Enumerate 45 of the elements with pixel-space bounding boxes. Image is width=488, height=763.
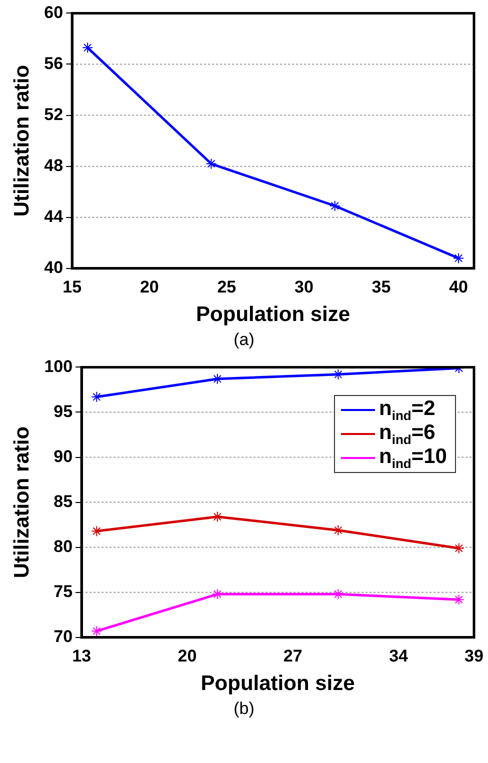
point [206, 158, 217, 170]
x-tick-label: 40 [449, 277, 468, 296]
text: (a) [232, 330, 256, 351]
x-tick-label: 15 [62, 277, 82, 296]
point [91, 391, 102, 402]
y-tick-label: 75 [54, 582, 73, 602]
y-axis-title: Utilization ratio [10, 64, 34, 217]
point [212, 511, 223, 522]
y-tick-label: 100 [44, 356, 73, 376]
legend-label: n$_{ind}$=10 [379, 445, 447, 472]
y-tick-label: 40 [44, 258, 64, 278]
x-tick-label: 34 [389, 646, 409, 666]
x-tick-label: 30 [294, 277, 314, 296]
point [212, 588, 223, 600]
y-tick-label: 80 [54, 537, 73, 556]
x-tick-label: 13 [72, 646, 92, 666]
point [91, 626, 102, 637]
y-tick-label: 95 [54, 402, 73, 421]
x-axis-title: Population size [196, 303, 350, 326]
y-tick-label: 56 [44, 54, 64, 73]
legend-label: n$_{ind}$=6 [379, 421, 436, 448]
x-tick-label: 27 [283, 646, 302, 666]
point [329, 200, 340, 212]
point [332, 524, 344, 536]
legend-label: n$_{ind}$=2 [379, 397, 436, 424]
y-tick-label: 70 [54, 627, 73, 646]
y-tick-label: 52 [44, 104, 64, 124]
x-tick-label: 25 [217, 277, 236, 296]
text: (b) [232, 699, 256, 720]
y-tick-label: 48 [44, 156, 64, 176]
point [453, 542, 464, 554]
point [91, 526, 102, 537]
x-tick-label: 20 [178, 646, 197, 666]
y-axis-title: Utilization ratio [10, 426, 34, 578]
y-tick-label: 90 [54, 446, 73, 466]
x-tick-label: 35 [372, 277, 391, 296]
y-tick-label: 85 [54, 492, 73, 511]
point [212, 373, 223, 384]
x-axis-title: Population size [200, 672, 355, 696]
point [82, 42, 94, 54]
y-tick-label: 44 [44, 207, 64, 226]
x-tick-label: 39 [464, 646, 484, 666]
y-tick-label: 60 [44, 2, 64, 22]
x-tick-label: 20 [140, 277, 159, 296]
point [453, 252, 464, 264]
